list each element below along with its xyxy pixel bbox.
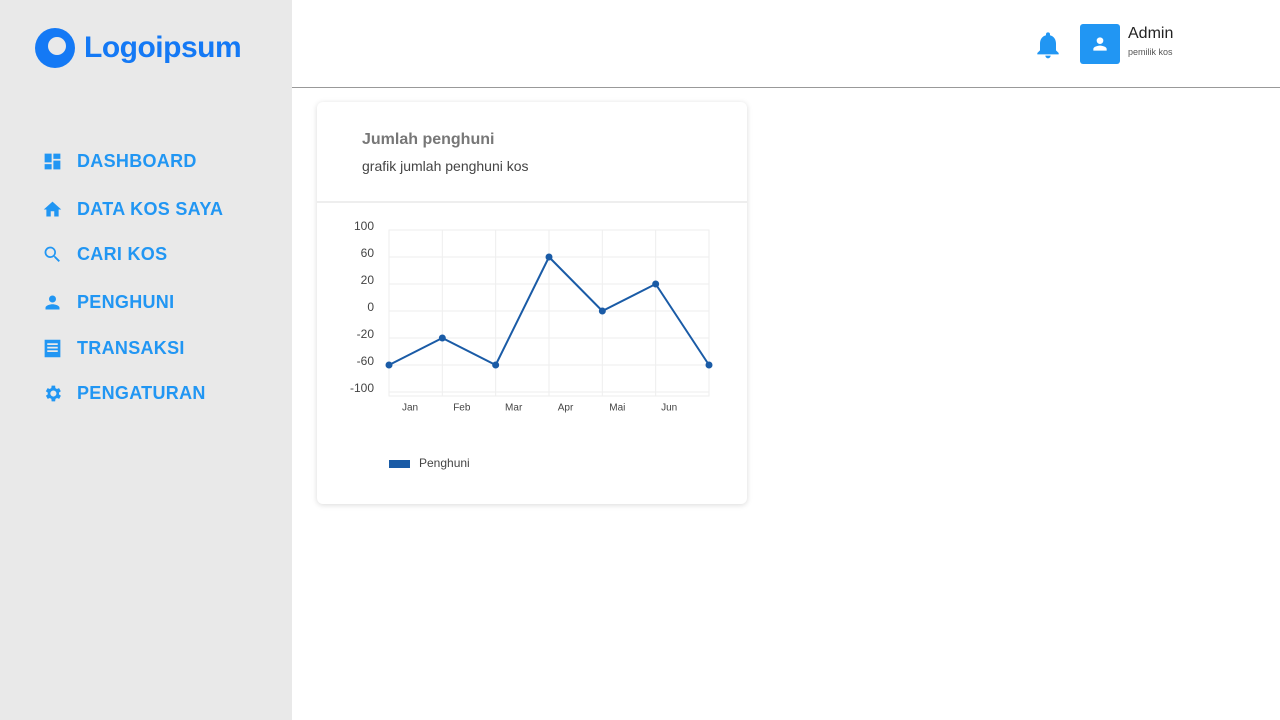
icon <box>44 153 61 170</box>
data-point <box>438 334 446 342</box>
data-point <box>652 280 660 288</box>
menu-label: DATA KOS SAYA <box>77 199 224 219</box>
menu-item[interactable]: DATA KOS SAYA <box>42 199 223 220</box>
y-tick-label: 100 <box>354 219 374 233</box>
menu-item[interactable]: DASHBOARD <box>42 151 197 172</box>
logo-icon <box>35 28 75 68</box>
menu-label: PENGHUNI <box>77 292 175 312</box>
data-point <box>385 361 393 369</box>
y-tick-label: -20 <box>357 327 375 341</box>
y-tick-label: -60 <box>357 354 375 368</box>
legend-swatch <box>389 460 410 468</box>
x-tick-label: Jun <box>661 403 677 414</box>
logo: Logoipsum <box>34 27 242 69</box>
x-tick-label: Feb <box>453 403 471 414</box>
icon <box>45 295 60 310</box>
data-point <box>492 361 500 369</box>
x-tick-label: Mar <box>505 403 523 414</box>
bell-icon[interactable] <box>1032 28 1064 62</box>
user-name: Admin <box>1128 25 1174 42</box>
user-icon <box>1093 37 1107 51</box>
chart-subtitle: grafik jumlah penghuni kos <box>362 158 529 174</box>
avatar[interactable] <box>1080 24 1120 64</box>
data-point <box>598 307 606 315</box>
menu-label: PENGATURAN <box>77 383 206 403</box>
menu-item[interactable]: CARI KOS <box>42 244 167 265</box>
menu-label: CARI KOS <box>77 244 168 264</box>
icon <box>43 201 62 217</box>
user-role: pemilik kos <box>1128 47 1173 57</box>
chart-card: Jumlah penghuni grafik jumlah penghuni k… <box>317 102 747 504</box>
menu-item[interactable]: PENGHUNI <box>42 292 174 313</box>
x-tick-label: Mai <box>609 403 625 414</box>
chart: -100 -60 -20 0 20 60 100 Jan Feb Mar Apr Mai Jun Peng… <box>350 219 713 470</box>
icon <box>44 246 60 262</box>
menu-label: DASHBOARD <box>77 151 197 171</box>
logo-text: Logoipsum <box>84 31 242 64</box>
chart-title: Jumlah penghuni <box>362 131 495 148</box>
x-tick-label: Apr <box>558 403 574 414</box>
y-tick-label: 0 <box>367 300 374 314</box>
x-tick-label: Jan <box>402 403 418 414</box>
icon <box>45 385 61 402</box>
icon <box>44 339 61 358</box>
legend-label: Penghuni <box>419 456 470 470</box>
sidebar: Logoipsum DASHBOARD DATA KOS SAYA CARI K… <box>0 0 292 720</box>
menu-item[interactable]: PENGATURAN <box>42 383 206 404</box>
header: Admin pemilik kos <box>292 0 1280 88</box>
card-header: Jumlah penghuni grafik jumlah penghuni k… <box>317 102 747 203</box>
menu-label: TRANSAKSI <box>77 338 185 358</box>
y-tick-label: 20 <box>361 273 375 287</box>
data-point <box>705 361 713 369</box>
y-tick-label: 60 <box>361 246 375 260</box>
y-tick-label: -100 <box>350 381 374 395</box>
menu-item[interactable]: TRANSAKSI <box>42 338 185 359</box>
data-point <box>545 253 553 261</box>
